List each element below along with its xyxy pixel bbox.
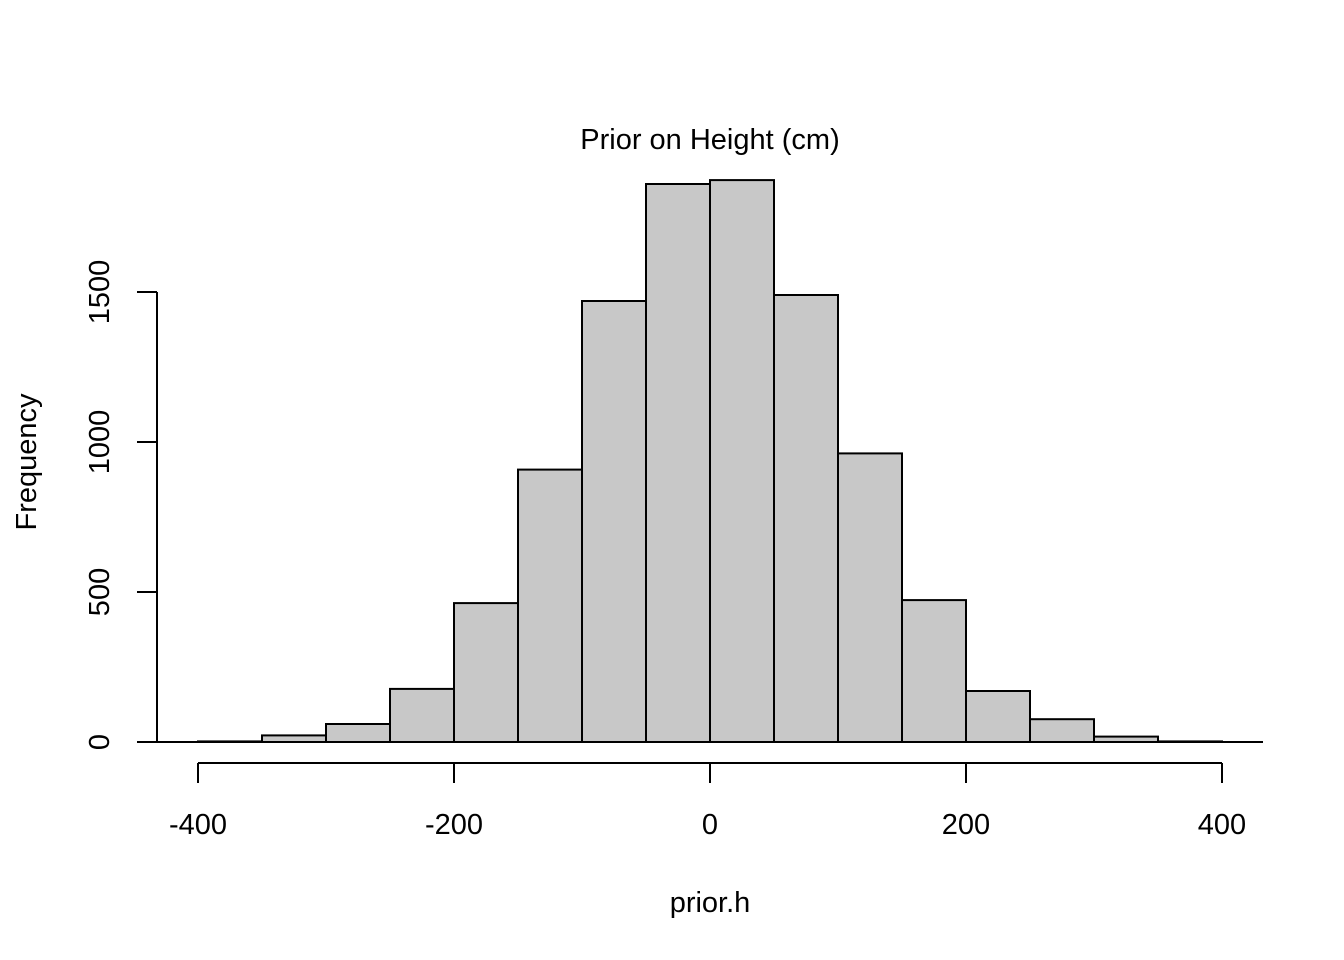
histogram-bar bbox=[837, 452, 903, 743]
histogram-bar bbox=[581, 300, 647, 743]
histogram-bar bbox=[965, 690, 1031, 743]
x-axis-label: prior.h bbox=[670, 887, 751, 919]
x-tick-label: 0 bbox=[702, 809, 718, 841]
histogram-bar bbox=[1029, 718, 1095, 744]
chart-title: Prior on Height (cm) bbox=[580, 124, 839, 156]
x-axis: -400 -200 0 200 400 bbox=[169, 762, 1246, 841]
histogram-bar bbox=[517, 468, 583, 743]
y-axis: 0 500 1000 1500 bbox=[84, 260, 158, 750]
histogram-bar bbox=[389, 687, 455, 744]
y-tick-label: 1000 bbox=[84, 410, 116, 475]
histogram-bar bbox=[901, 599, 967, 743]
x-tick-label: -400 bbox=[169, 809, 227, 841]
histogram-bar bbox=[325, 723, 391, 743]
x-tick-label: 400 bbox=[1198, 809, 1246, 841]
y-tick-label: 500 bbox=[84, 568, 116, 616]
y-tick-label: 0 bbox=[84, 734, 116, 750]
x-tick-label: 200 bbox=[942, 809, 990, 841]
histogram-bar bbox=[709, 179, 775, 744]
histogram-bar bbox=[645, 183, 711, 743]
histogram-bar bbox=[773, 294, 839, 743]
x-tick-label: -200 bbox=[425, 809, 483, 841]
histogram-bar bbox=[453, 602, 519, 743]
bars-group bbox=[197, 179, 1223, 744]
y-tick-label: 1500 bbox=[84, 260, 116, 325]
y-axis-label: Frequency bbox=[11, 393, 43, 531]
